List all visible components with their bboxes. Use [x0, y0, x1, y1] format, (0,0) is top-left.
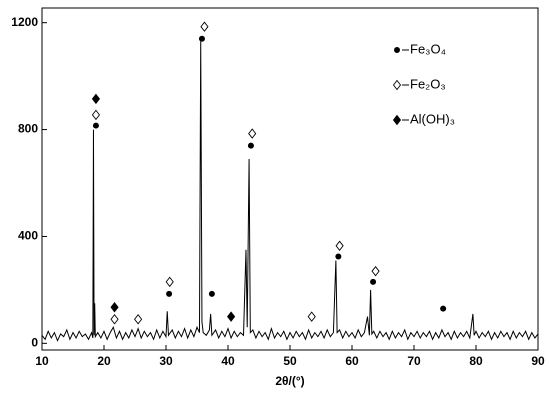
phase-marker [110, 314, 119, 325]
x-tick-label: 30 [159, 354, 173, 368]
legend-marker [392, 114, 402, 126]
x-tick-label: 50 [283, 354, 297, 368]
legend-marker [392, 79, 402, 91]
phase-marker [200, 21, 209, 32]
y-tick-label: 1200 [11, 15, 38, 29]
legend-label: Fe₂O₃ [410, 76, 446, 91]
x-tick-label: 60 [345, 354, 359, 368]
phase-marker [247, 142, 254, 149]
x-tick-label: 10 [35, 354, 49, 368]
phase-marker [371, 265, 380, 277]
phase-marker [165, 276, 174, 288]
x-tick-label: 80 [469, 354, 483, 368]
phase-marker [92, 122, 99, 129]
legend-marker [394, 47, 400, 53]
phase-marker [91, 109, 101, 121]
y-tick-label: 0 [31, 335, 38, 349]
y-tick-label: 800 [18, 122, 38, 136]
phase-marker [198, 35, 205, 42]
phase-marker [134, 314, 143, 325]
x-tick-label: 90 [531, 354, 545, 368]
phase-marker [91, 93, 101, 105]
plot-frame [41, 7, 539, 351]
phase-marker [335, 253, 342, 260]
phase-marker [110, 302, 119, 313]
legend-label: Al(OH)₃ [410, 111, 455, 126]
phase-marker [440, 305, 447, 312]
xrd-pattern [41, 41, 539, 342]
phase-marker [307, 311, 316, 322]
phase-marker [335, 240, 344, 252]
legend-label: Fe₃O₄ [410, 41, 446, 56]
x-tick-label: 20 [97, 354, 111, 368]
y-tick-label: 400 [18, 229, 38, 243]
phase-marker [166, 290, 173, 297]
phase-marker [248, 128, 257, 139]
x-tick-label: 40 [221, 354, 235, 368]
x-tick-label: 70 [407, 354, 421, 368]
x-axis-label: 2θ/(°) [275, 374, 304, 388]
phase-marker [227, 311, 236, 322]
phase-marker [208, 290, 215, 297]
phase-marker [370, 278, 377, 285]
